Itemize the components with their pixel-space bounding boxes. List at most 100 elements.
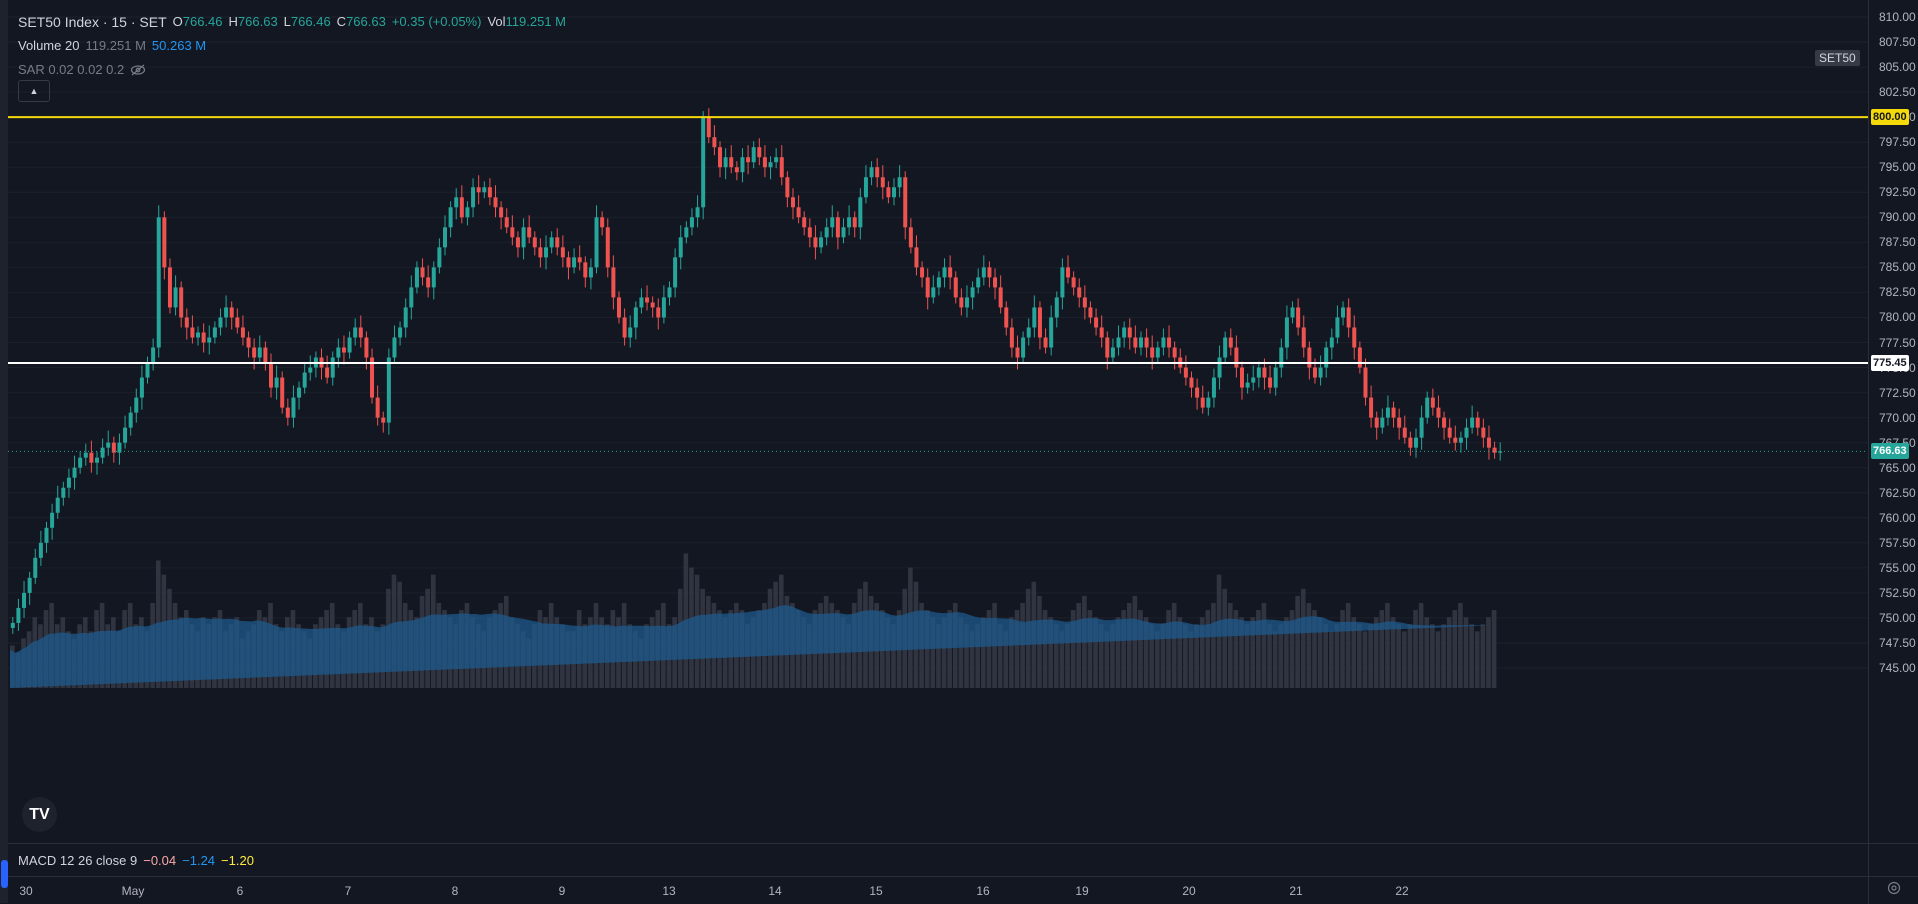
volume-bar — [1306, 603, 1312, 688]
volume-bar — [1385, 603, 1390, 688]
candle-body — [44, 527, 49, 543]
volume-bar — [1076, 603, 1082, 688]
candle-body — [527, 227, 532, 238]
sar-indicator-title[interactable]: SAR 0.02 0.02 0.2 — [18, 62, 125, 77]
candle-body — [622, 317, 627, 338]
candle-body — [1133, 337, 1138, 348]
volume-bar — [1250, 617, 1256, 688]
close-value: 766.63 — [346, 14, 386, 29]
volume-bar — [1491, 610, 1497, 688]
price-tick-label: 765.00 — [1879, 460, 1916, 475]
eye-hidden-icon[interactable] — [130, 64, 146, 76]
candle-body — [1116, 337, 1121, 348]
settings-gear-icon — [1887, 881, 1901, 900]
candle-body — [920, 267, 925, 278]
pane-resize-handle[interactable] — [1, 860, 8, 888]
low-label: L — [283, 14, 291, 29]
candle-body — [830, 217, 835, 228]
candle-body — [976, 277, 981, 288]
macd-pane[interactable]: MACD 12 26 close 9 −0.04 −1.24 −1.20 — [8, 843, 1868, 877]
volume-bar — [1227, 603, 1233, 688]
price-tick-label: 770.00 — [1879, 410, 1916, 425]
candle-body — [1150, 347, 1155, 358]
candle-body — [1094, 317, 1099, 328]
chart-settings-button[interactable] — [1868, 876, 1918, 904]
candle-body — [1256, 367, 1261, 378]
candle-body — [774, 157, 779, 163]
macd-signal-value: −1.20 — [221, 853, 254, 868]
candle-body — [179, 287, 184, 318]
candle-body — [1189, 377, 1194, 388]
candle-body — [50, 512, 55, 528]
candle-body — [302, 372, 307, 388]
volume-bar — [1289, 610, 1295, 688]
candle-body — [908, 227, 913, 248]
volume-bar — [1183, 624, 1188, 688]
time-tick-label: 30 — [19, 884, 33, 898]
collapse-legend-button[interactable]: ▲ — [18, 80, 50, 102]
candle-body — [212, 327, 217, 338]
candle-body — [852, 217, 857, 228]
volume-bar — [969, 631, 975, 688]
candle-body — [1436, 407, 1441, 418]
time-tick-label: 20 — [1182, 884, 1196, 898]
candle-body — [1498, 451, 1503, 453]
candle-body — [139, 377, 144, 398]
candle-body — [240, 327, 245, 338]
volume-bar — [1020, 603, 1025, 688]
candle-body — [1481, 427, 1486, 438]
candle-body — [106, 442, 111, 448]
candle-body — [1167, 337, 1172, 348]
candle-body — [768, 162, 773, 168]
candle-body — [128, 412, 133, 428]
candle-body — [145, 362, 150, 378]
open-value: 766.46 — [182, 14, 223, 29]
candle-body — [1442, 417, 1447, 428]
candle-body — [358, 327, 363, 338]
candle-body — [151, 347, 156, 363]
price-chart-pane[interactable] — [8, 0, 1868, 843]
volume-indicator-title[interactable]: Volume 20 — [18, 38, 80, 53]
volume-bar — [1143, 617, 1149, 688]
volume-bar — [1295, 595, 1300, 688]
candle-body — [970, 287, 975, 298]
candle-body — [1385, 407, 1390, 418]
price-tick-label: 762.50 — [1879, 485, 1916, 500]
symbol-title[interactable]: SET50 Index · 15 · SET — [18, 14, 167, 30]
tradingview-logo-icon[interactable]: TV — [22, 797, 57, 832]
candle-body — [448, 207, 453, 228]
candle-body — [684, 227, 689, 238]
time-tick-label: 22 — [1395, 884, 1409, 898]
volume-bar — [1446, 617, 1452, 688]
candle-body — [824, 227, 829, 238]
volume-bar — [1396, 624, 1401, 688]
macd-title[interactable]: MACD 12 26 close 9 — [18, 853, 138, 868]
price-tick-label: 745.00 — [1879, 661, 1916, 675]
price-axis[interactable]: 810.00 807.50 805.00 802.50 800.00 797.50 795.… — [1868, 0, 1918, 843]
candlestick-chart[interactable] — [8, 0, 1868, 843]
candle-body — [117, 442, 122, 453]
candle-body — [1195, 387, 1200, 398]
vol-value: 119.251 M — [505, 14, 566, 29]
candle-body — [403, 307, 408, 328]
time-tick-label: 16 — [976, 884, 990, 898]
volume-bar — [1256, 610, 1261, 688]
candle-body — [762, 157, 767, 168]
candle-body — [1245, 382, 1250, 388]
candle-body — [1352, 327, 1357, 348]
volume-bar — [1014, 610, 1020, 688]
candle-body — [1099, 327, 1104, 338]
time-axis[interactable]: 30 May 6 7 8 9 13 14 15 16 19 20 21 22 — [8, 876, 1868, 904]
candle-body — [38, 542, 43, 558]
candle-body — [325, 367, 330, 378]
candle-body — [790, 197, 795, 208]
macd-price-axis[interactable] — [1868, 843, 1918, 877]
candle-body — [1329, 337, 1334, 348]
candle-body — [1015, 347, 1020, 358]
candle-body — [1021, 337, 1026, 358]
time-tick-label: 13 — [662, 884, 676, 898]
candle-body — [796, 207, 801, 218]
candle-body — [61, 487, 66, 498]
volume-bar — [1149, 624, 1155, 688]
candle-body — [1346, 307, 1351, 328]
